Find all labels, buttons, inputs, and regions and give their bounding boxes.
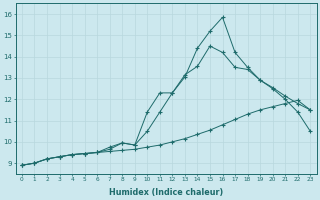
X-axis label: Humidex (Indice chaleur): Humidex (Indice chaleur) xyxy=(109,188,223,197)
